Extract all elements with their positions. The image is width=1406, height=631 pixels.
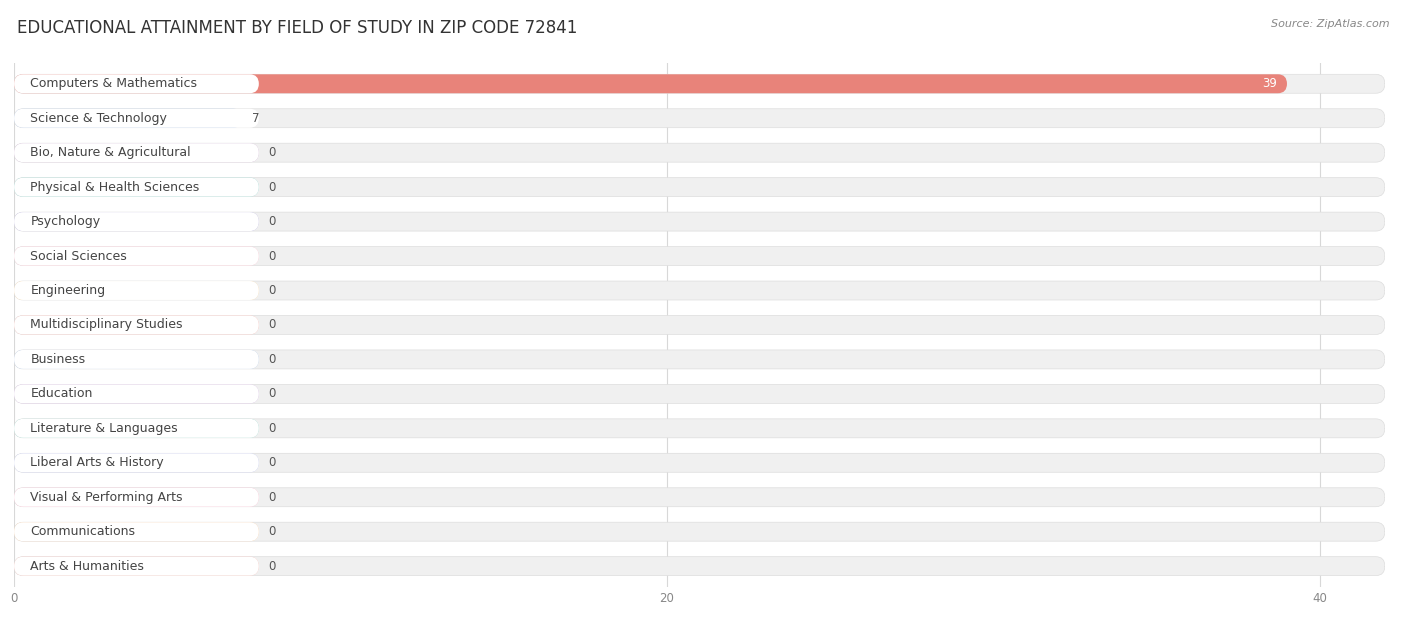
Text: EDUCATIONAL ATTAINMENT BY FIELD OF STUDY IN ZIP CODE 72841: EDUCATIONAL ATTAINMENT BY FIELD OF STUDY… [17, 19, 578, 37]
Text: Computers & Mathematics: Computers & Mathematics [31, 77, 197, 90]
FancyBboxPatch shape [14, 74, 1286, 93]
FancyBboxPatch shape [14, 384, 259, 403]
Text: Social Sciences: Social Sciences [31, 249, 127, 262]
FancyBboxPatch shape [14, 247, 1385, 266]
Text: Business: Business [31, 353, 86, 366]
FancyBboxPatch shape [14, 522, 259, 541]
Text: 0: 0 [269, 284, 276, 297]
FancyBboxPatch shape [14, 557, 1385, 575]
FancyBboxPatch shape [14, 350, 259, 369]
FancyBboxPatch shape [14, 453, 1385, 472]
FancyBboxPatch shape [14, 384, 1385, 403]
FancyBboxPatch shape [14, 247, 259, 266]
Text: 0: 0 [269, 215, 276, 228]
FancyBboxPatch shape [14, 212, 259, 231]
Text: Arts & Humanities: Arts & Humanities [31, 560, 145, 573]
Text: 0: 0 [269, 525, 276, 538]
FancyBboxPatch shape [14, 522, 1385, 541]
Text: Liberal Arts & History: Liberal Arts & History [31, 456, 165, 469]
FancyBboxPatch shape [14, 557, 259, 575]
FancyBboxPatch shape [14, 384, 259, 403]
FancyBboxPatch shape [14, 212, 1385, 231]
FancyBboxPatch shape [14, 488, 259, 507]
FancyBboxPatch shape [14, 557, 259, 575]
FancyBboxPatch shape [14, 316, 259, 334]
FancyBboxPatch shape [14, 143, 259, 162]
FancyBboxPatch shape [14, 178, 259, 197]
Text: 0: 0 [269, 560, 276, 573]
Text: Engineering: Engineering [31, 284, 105, 297]
FancyBboxPatch shape [14, 281, 259, 300]
FancyBboxPatch shape [14, 178, 1385, 197]
Text: Literature & Languages: Literature & Languages [31, 422, 179, 435]
FancyBboxPatch shape [14, 178, 259, 197]
Text: 7: 7 [252, 112, 260, 125]
Text: 0: 0 [269, 319, 276, 331]
Text: Source: ZipAtlas.com: Source: ZipAtlas.com [1271, 19, 1389, 29]
Text: 0: 0 [269, 353, 276, 366]
FancyBboxPatch shape [14, 143, 259, 162]
FancyBboxPatch shape [14, 74, 1385, 93]
FancyBboxPatch shape [14, 419, 259, 438]
FancyBboxPatch shape [14, 453, 259, 472]
FancyBboxPatch shape [14, 522, 259, 541]
Text: Psychology: Psychology [31, 215, 100, 228]
Text: Education: Education [31, 387, 93, 401]
Text: Physical & Health Sciences: Physical & Health Sciences [31, 180, 200, 194]
FancyBboxPatch shape [14, 419, 259, 438]
FancyBboxPatch shape [14, 419, 1385, 438]
Text: Multidisciplinary Studies: Multidisciplinary Studies [31, 319, 183, 331]
FancyBboxPatch shape [14, 109, 1385, 127]
FancyBboxPatch shape [14, 109, 259, 127]
Text: 0: 0 [269, 422, 276, 435]
FancyBboxPatch shape [14, 350, 1385, 369]
FancyBboxPatch shape [14, 350, 259, 369]
Text: Visual & Performing Arts: Visual & Performing Arts [31, 491, 183, 504]
Text: 0: 0 [269, 249, 276, 262]
FancyBboxPatch shape [14, 281, 1385, 300]
FancyBboxPatch shape [14, 453, 259, 472]
Text: Science & Technology: Science & Technology [31, 112, 167, 125]
FancyBboxPatch shape [14, 488, 259, 507]
FancyBboxPatch shape [14, 281, 259, 300]
FancyBboxPatch shape [14, 488, 1385, 507]
Text: 0: 0 [269, 387, 276, 401]
FancyBboxPatch shape [14, 109, 243, 127]
Text: Communications: Communications [31, 525, 135, 538]
Text: 0: 0 [269, 491, 276, 504]
FancyBboxPatch shape [14, 247, 259, 266]
FancyBboxPatch shape [14, 143, 1385, 162]
Text: 0: 0 [269, 456, 276, 469]
Text: 0: 0 [269, 146, 276, 159]
Text: Bio, Nature & Agricultural: Bio, Nature & Agricultural [31, 146, 191, 159]
FancyBboxPatch shape [14, 74, 259, 93]
FancyBboxPatch shape [14, 212, 259, 231]
Text: 0: 0 [269, 180, 276, 194]
FancyBboxPatch shape [14, 316, 1385, 334]
Text: 39: 39 [1263, 77, 1277, 90]
FancyBboxPatch shape [14, 316, 259, 334]
